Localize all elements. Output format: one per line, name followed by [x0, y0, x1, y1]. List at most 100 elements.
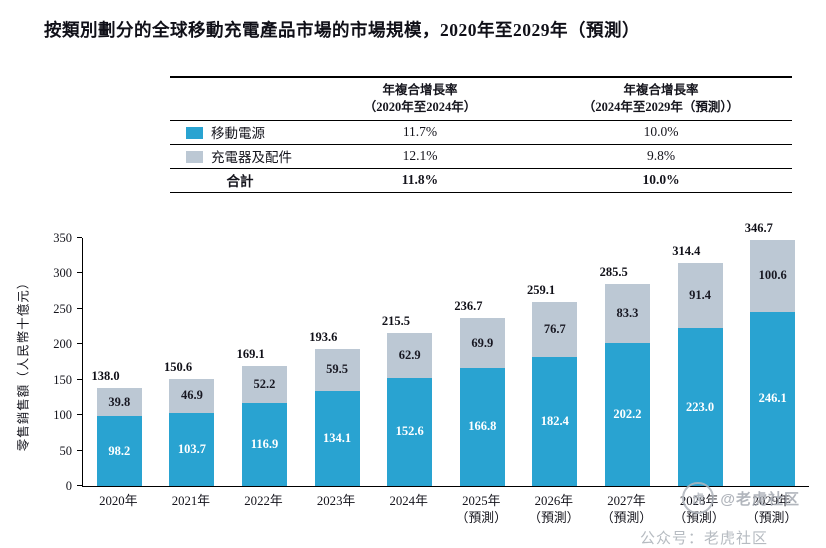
bar-slot: 285.5 83.3 202.2 — [591, 238, 664, 486]
bar-slot: 138.0 39.8 98.2 — [83, 238, 156, 486]
cagr-value: 12.1% — [402, 148, 438, 164]
x-axis-label-forecast-note: （預測） — [600, 511, 653, 526]
bar-slot: 236.7 69.9 166.8 — [446, 238, 519, 486]
x-axis-label-year: 2022年 — [244, 494, 283, 508]
bar-segment-power-bank: 182.4 — [532, 356, 578, 486]
x-axis-label: 2021年 — [155, 493, 228, 528]
y-tick-mark — [77, 485, 82, 486]
bar-slot: 314.4 91.4 223.0 — [664, 238, 737, 486]
plot-area: 138.0 39.8 98.2 150.6 46.9 103.7 169.1 52.2 116.… — [82, 221, 809, 487]
watermark-handle: @老虎社区 — [720, 490, 800, 508]
y-tick-mark — [77, 449, 82, 451]
stacked-bar: 76.7 182.4 — [532, 302, 578, 486]
stacked-bar: 100.6 246.1 — [750, 240, 796, 486]
watermark: 虎 @老虎社区 — [682, 482, 800, 514]
bar-slot: 215.5 62.9 152.6 — [373, 238, 446, 486]
x-axis-label: 2023年 — [300, 493, 373, 528]
x-axis-label-year: 2020年 — [99, 494, 138, 508]
col-header-1-line2: （2020年至2024年） — [363, 99, 477, 114]
y-tick-label: 50 — [59, 443, 73, 458]
y-tick-label: 150 — [53, 372, 72, 387]
bar-slot: 259.1 76.7 182.4 — [519, 238, 592, 486]
stacked-bar: 52.2 116.9 — [241, 366, 287, 486]
x-axis-label-year: 2024年 — [389, 494, 428, 508]
col-header-cagr-2024-2029: 年複合增長率 （2024年至2029年（預測）） — [530, 82, 792, 116]
stacked-bar: 46.9 103.7 — [169, 379, 215, 486]
bar-total-label: 285.5 — [599, 264, 628, 279]
legend-swatch-power-bank-icon — [186, 127, 203, 140]
bar-segment-charger-accessories: 62.9 — [387, 333, 433, 378]
y-axis: 0 50 100 150 200 250 300 350 — [36, 231, 82, 493]
y-tick-label: 0 — [65, 479, 72, 493]
table-row-power-bank: 移動電源 11.7% 10.0% — [170, 121, 792, 145]
watermark-logo-icon: 虎 — [682, 482, 715, 514]
stacked-bar: 59.5 134.1 — [314, 348, 360, 486]
x-axis-label-year: 2029年 — [752, 494, 791, 508]
row-label: 移動電源 — [211, 126, 265, 142]
bar-total-label: 193.6 — [309, 329, 338, 344]
watermark-caption: 公众号：老虎社区 — [639, 530, 768, 547]
bar-total-label: 138.0 — [91, 369, 120, 384]
bar-segment-power-bank: 223.0 — [677, 328, 723, 486]
row-label: 充電器及配件 — [211, 150, 292, 166]
y-tick-mark — [77, 378, 82, 380]
y-tick-label: 250 — [53, 301, 72, 316]
y-tick-mark — [77, 272, 82, 274]
col-header-2-line1: 年複合增長率 — [623, 83, 699, 97]
bar-total-label: 215.5 — [381, 314, 410, 329]
x-axis-label-forecast-note: （預測） — [455, 511, 507, 526]
stacked-bar: 91.4 223.0 — [677, 263, 723, 486]
y-tick-label: 300 — [53, 266, 72, 281]
bar-segment-power-bank: 152.6 — [387, 377, 433, 486]
x-axis: 2020年 2021年 2022年 2023年 2024年 2025年 （預測） 2026年 （… — [82, 493, 808, 528]
col-header-1-line1: 年複合增長率 — [382, 83, 458, 97]
cagr-value: 10.0% — [643, 124, 679, 140]
bar-segment-charger-accessories: 59.5 — [314, 348, 360, 391]
y-tick-mark — [77, 343, 82, 345]
stacked-bar: 83.3 202.2 — [604, 283, 650, 486]
x-axis-label-year: 2021年 — [171, 494, 211, 508]
x-axis-label-forecast-note: （預測） — [673, 511, 725, 526]
y-tick-mark — [77, 414, 82, 416]
bar-slot: 169.1 52.2 116.9 — [228, 238, 301, 486]
x-axis-label: 2022年 — [227, 493, 300, 528]
stacked-bar-chart: 零售銷售額（人民幣十億元） 0 50 100 150 200 250 300 350 138.… — [17, 210, 820, 540]
table-header-row: 年複合增長率 （2020年至2024年） 年複合增長率 （2024年至2029年… — [170, 78, 792, 121]
bar-segment-power-bank: 166.8 — [459, 367, 505, 486]
x-axis-label: 2024年 — [372, 493, 445, 528]
bar-segment-power-bank: 103.7 — [169, 412, 215, 486]
cagr-value: 10.0% — [642, 172, 680, 188]
bar-segment-power-bank: 98.2 — [96, 416, 142, 486]
bar-segment-charger-accessories: 91.4 — [677, 263, 723, 328]
col-header-2-line2: （2024年至2029年（預測）） — [582, 99, 740, 114]
cagr-value: 11.7% — [402, 124, 438, 140]
x-axis-label-year: 2027年 — [607, 494, 646, 508]
bar-segment-charger-accessories: 83.3 — [604, 283, 650, 343]
x-axis-label: 2020年 — [82, 493, 155, 528]
bar-slot: 346.7 100.6 246.1 — [736, 221, 809, 486]
cagr-table: 年複合增長率 （2020年至2024年） 年複合增長率 （2024年至2029年… — [170, 76, 792, 193]
x-axis-label-year: 2025年 — [462, 494, 501, 508]
y-tick-label: 200 — [53, 337, 72, 352]
bar-segment-charger-accessories: 100.6 — [750, 240, 796, 312]
cagr-value: 11.8% — [401, 172, 439, 188]
table-header-spacer — [170, 82, 310, 116]
stacked-bar: 62.9 152.6 — [387, 333, 433, 486]
y-axis-title: 零售銷售額（人民幣十億元） — [16, 275, 31, 452]
x-axis-label: 2027年 （預測） — [590, 493, 663, 528]
y-tick-label: 100 — [53, 408, 72, 423]
cagr-value: 9.8% — [646, 148, 676, 164]
y-tick-label: 350 — [53, 231, 72, 245]
x-axis-label: 2026年 （預測） — [518, 493, 591, 528]
row-label-cell: 移動電源 — [170, 122, 310, 142]
bar-slot: 150.6 46.9 103.7 — [156, 238, 229, 486]
y-tick-mark — [77, 307, 82, 309]
stacked-bar: 69.9 166.8 — [459, 318, 505, 486]
y-tick-mark — [77, 237, 82, 238]
bar-total-label: 236.7 — [454, 299, 483, 314]
bar-segment-power-bank: 116.9 — [241, 403, 287, 486]
x-axis-label: 2025年 （預測） — [445, 493, 518, 528]
bar-total-label: 346.7 — [744, 221, 773, 236]
x-axis-label-year: 2026年 — [534, 494, 574, 508]
x-axis-label-year: 2023年 — [316, 494, 356, 508]
